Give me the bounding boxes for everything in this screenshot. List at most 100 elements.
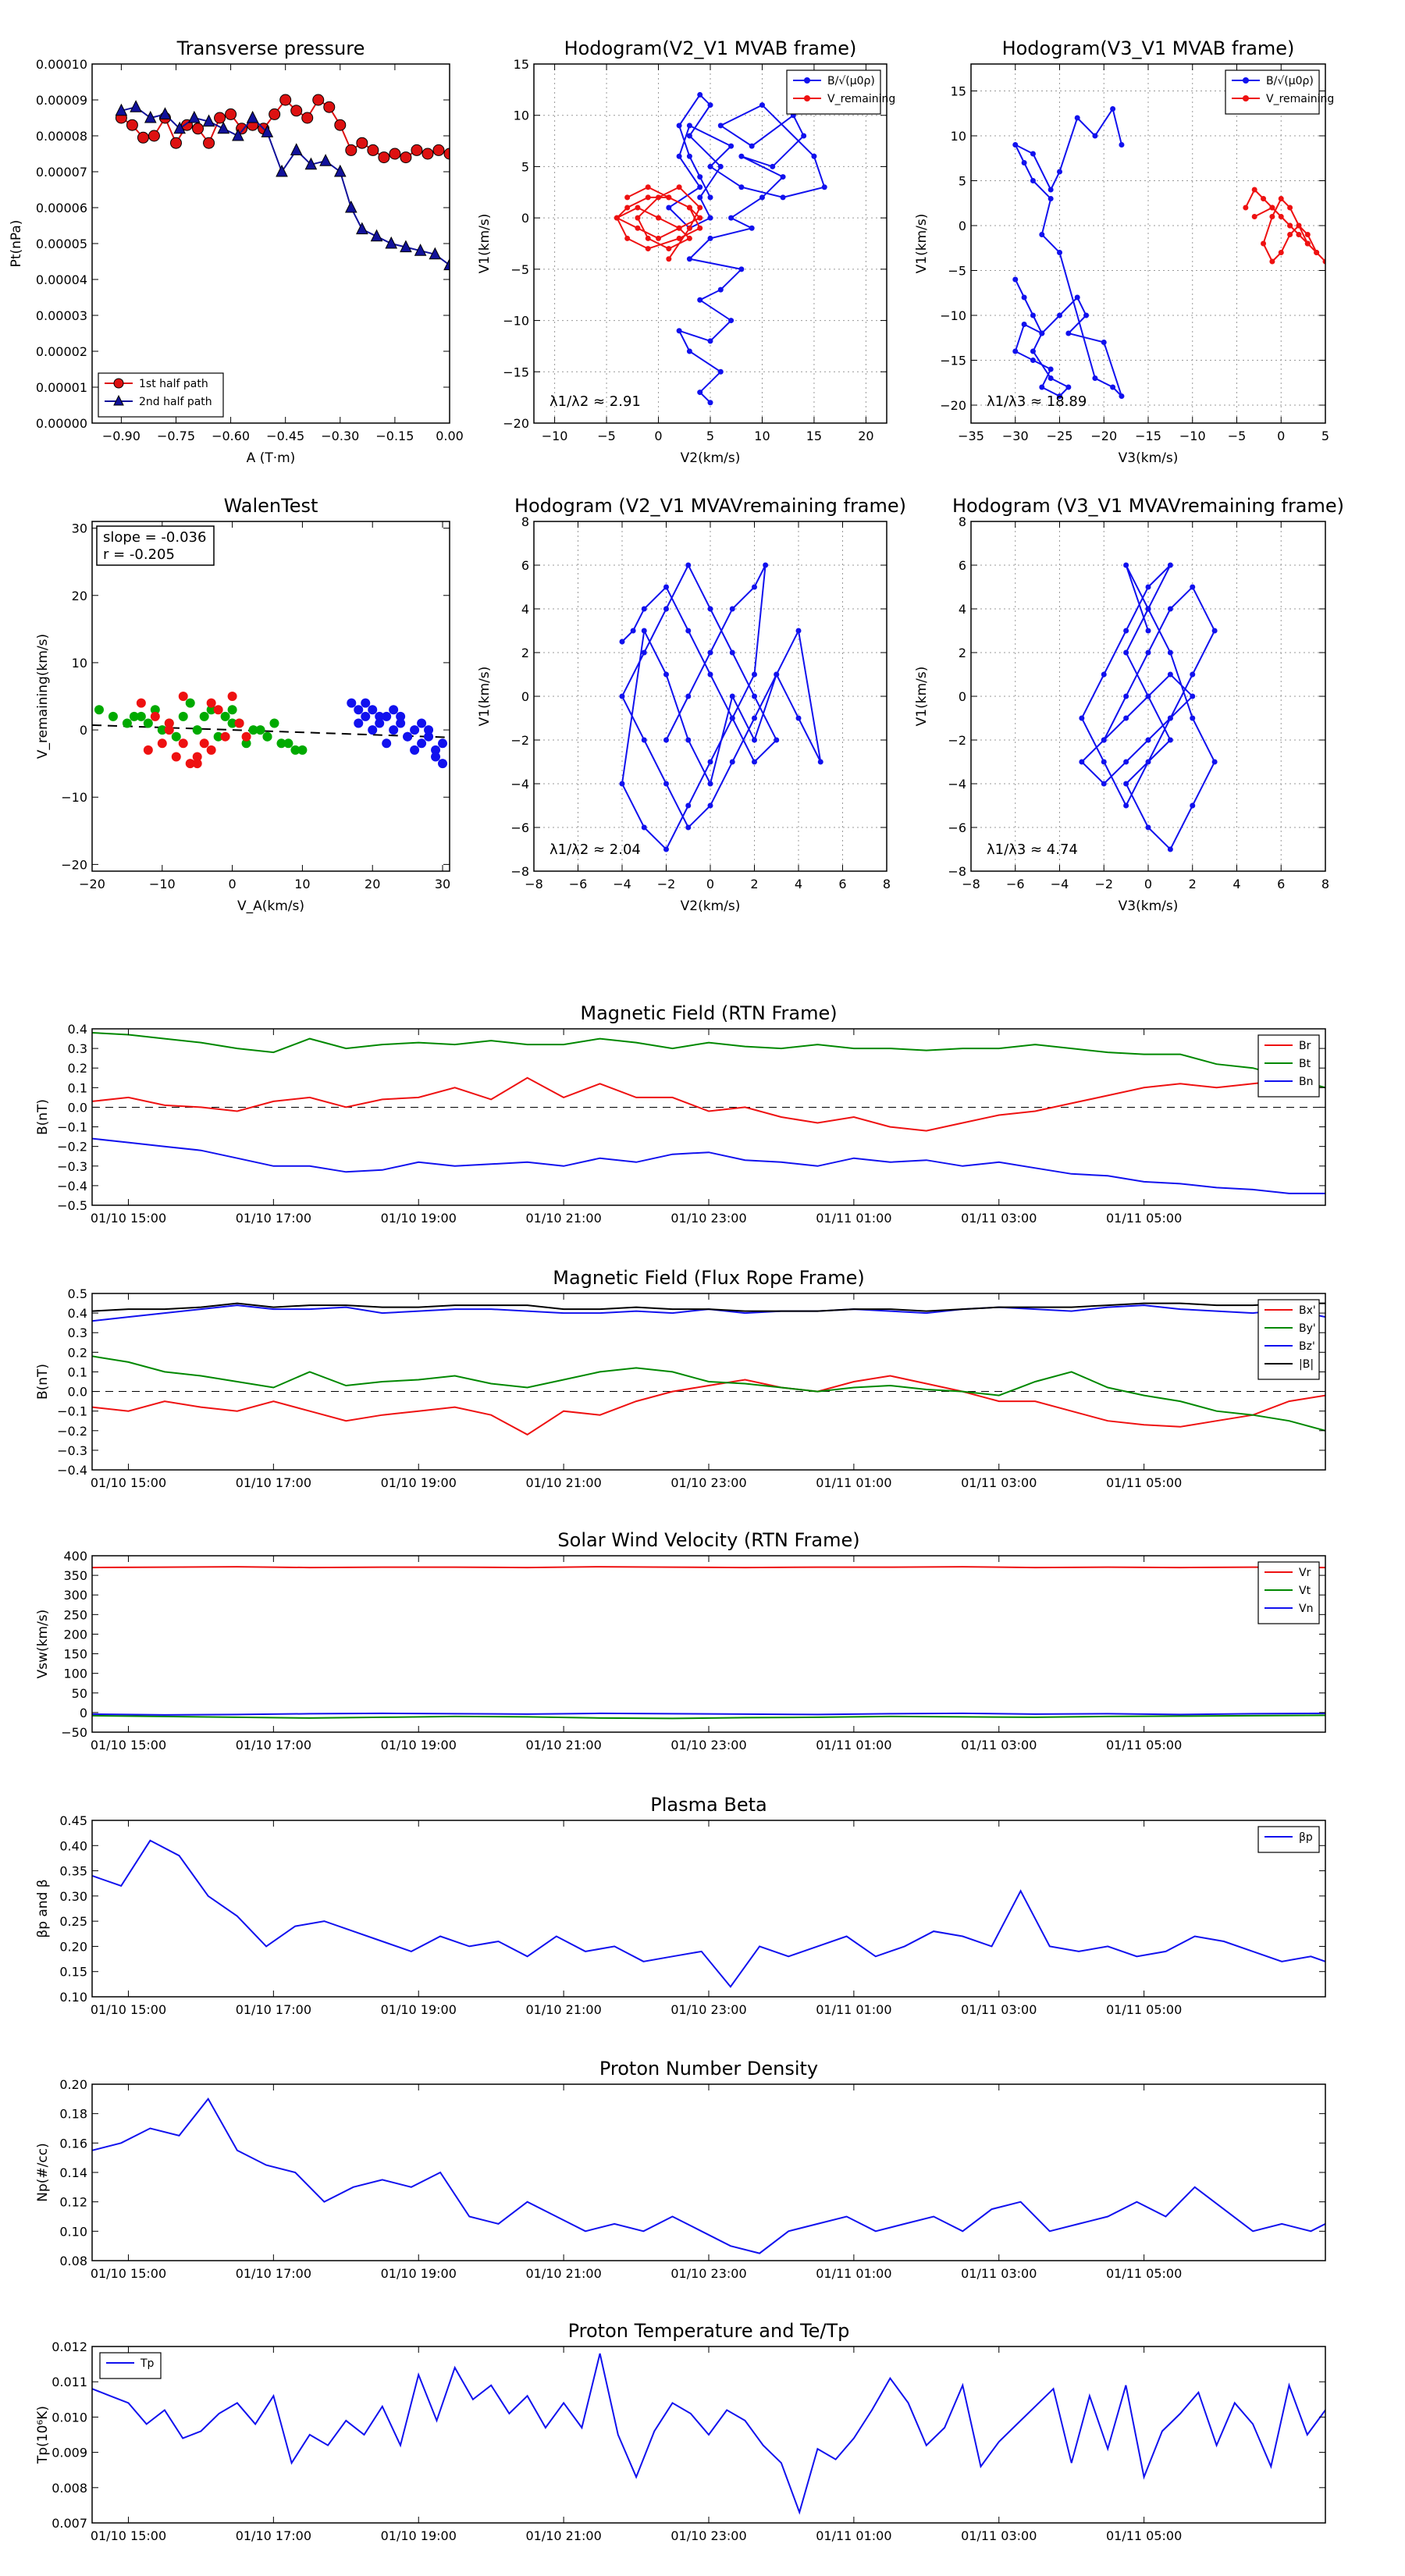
data-point [108,711,118,721]
y-tick-label: −15 [503,365,529,379]
data-point [1012,142,1019,148]
y-tick-label: −0.3 [57,1159,87,1174]
data-point [276,738,286,749]
data-point [1092,133,1098,139]
data-point [666,194,672,201]
data-point [663,606,669,612]
data-point [686,235,692,241]
data-point [1123,715,1129,721]
data-point [345,144,357,156]
data-point [641,606,647,612]
series-line-Bz' [92,1304,1325,1322]
x-tick-label: −30 [1002,429,1029,443]
data-point [1251,187,1257,193]
y-tick-label: 0 [959,689,966,704]
fit-line [92,724,450,738]
y-tick-label: 30 [72,521,87,536]
data-point [1030,348,1036,354]
y-tick-label: 0.00008 [36,129,87,144]
data-point [663,846,669,852]
data-point [729,606,735,612]
y-tick-label: −0.1 [57,1120,87,1135]
data-point [697,184,703,190]
data-point [624,235,631,241]
data-point [241,738,251,749]
data-point [1057,250,1062,255]
legend-label: βp [1299,1831,1313,1844]
data-point [1261,240,1267,247]
data-point [752,759,757,765]
data-point [389,725,399,735]
data-point [206,745,216,755]
series-line-Bx' [92,1375,1325,1436]
x-axis-label: A (T·m) [247,450,296,466]
data-point [656,194,662,201]
x-tick-label: 20 [365,877,380,891]
y-tick-label: −20 [503,416,529,431]
y-axis-label: V1(km/s) [914,667,930,727]
data-point [283,738,293,749]
y-tick-label: 150 [63,1647,87,1662]
data-point [297,745,308,755]
legend: 1st half path 2nd half path [98,372,224,418]
data-point [248,725,258,735]
y-tick-label: 0.20 [59,1939,87,1954]
y-tick-label: 0.00000 [36,416,87,431]
data-point [1030,151,1036,157]
data-point [1145,824,1151,831]
legend-label: B/√(μ0ρ) [1266,75,1314,87]
data-point [1030,312,1036,318]
data-point [676,153,682,159]
x-tick-label: 0 [229,877,237,891]
data-point [1123,628,1129,634]
data-point [663,781,669,787]
data-point [676,184,682,190]
x-tick-label: 01/10 17:00 [236,2528,311,2543]
y-axis-label: B(nT) [35,1364,51,1400]
data-point [192,123,205,135]
data-point [1065,384,1072,390]
data-point [656,215,662,221]
legend-marker [1243,77,1249,84]
series-line-series-0 [621,563,822,851]
eigenvalue-ratio-annotation: λ1/λ3 ≈ 18.89 [987,393,1087,410]
data-point [619,781,625,787]
y-tick-label: 0.45 [59,1813,87,1828]
data-point [619,639,625,645]
data-point [1261,196,1267,201]
data-point [1057,169,1062,175]
data-point [1167,649,1173,656]
data-point [126,119,138,131]
plot-data [1079,562,1218,852]
data-point [255,725,265,735]
y-tick-label: 0.10 [59,2224,87,2239]
y-tick-label: 4 [959,602,966,617]
eigenvalue-ratio-annotation: λ1/λ2 ≈ 2.04 [550,841,641,858]
data-point [685,693,692,699]
data-point [1079,715,1085,721]
data-point [685,802,692,809]
data-point [220,731,230,742]
x-axis-label: V_A(km/s) [237,898,304,914]
y-tick-label: 5 [521,159,529,174]
x-tick-label: −8 [962,877,980,891]
y-axis-label: V1(km/s) [914,214,930,274]
data-point [227,718,237,728]
x-tick-label: 01/10 19:00 [381,1738,457,1752]
data-point [752,671,757,678]
plot-data [115,94,450,271]
y-tick-label: −0.2 [57,1140,87,1155]
data-point [717,123,724,129]
data-point [422,148,434,160]
legend: βp [1257,1826,1320,1853]
data-point [635,205,641,211]
data-point [795,628,802,634]
x-tick-label: 01/10 21:00 [525,1475,601,1490]
y-tick-label: 0.00005 [36,237,87,251]
chart-title: Hodogram(V3_V1 MVAB frame) [1002,37,1295,59]
data-point [304,157,318,170]
data-point [630,628,636,634]
x-tick-label: 01/10 23:00 [670,1211,746,1226]
data-point [1039,232,1045,237]
y-axis-label: V_remaining(km/s) [35,634,51,759]
